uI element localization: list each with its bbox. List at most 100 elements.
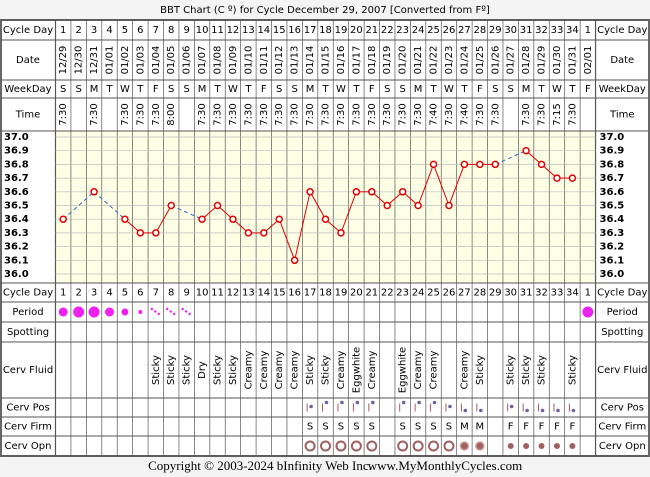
period-mark	[154, 310, 157, 313]
cycle-day: 18	[319, 288, 332, 299]
cerv-firm: S	[353, 422, 359, 433]
time: 7:30	[135, 103, 146, 125]
temp-point	[398, 188, 407, 196]
temp-point	[368, 188, 376, 196]
cycle-day: 14	[257, 25, 270, 36]
cerv-fluid: Sticky	[182, 355, 193, 385]
row-label: Period	[12, 307, 43, 318]
cycle-day: 5	[122, 288, 128, 299]
cycle-day: 13	[242, 25, 255, 36]
time: 7:30	[259, 103, 270, 125]
weekday: T	[213, 84, 221, 95]
period-mark	[181, 307, 184, 311]
cerv-pos-mark	[401, 400, 406, 405]
cycle-day: 20	[350, 25, 363, 36]
row-label: WeekDay	[599, 84, 646, 95]
date: 01/17	[351, 46, 362, 75]
cerv-firm: M	[476, 422, 485, 433]
temp-point	[290, 256, 299, 265]
weekday: S	[183, 84, 189, 95]
cerv-opn-mark	[335, 440, 347, 452]
weekday: W	[552, 84, 562, 95]
cycle-day: 19	[335, 25, 348, 36]
cerv-opn-mark	[412, 440, 424, 452]
cerv-firm: S	[415, 422, 421, 433]
weekday: S	[399, 84, 405, 95]
y-tick-label: 36.8	[600, 159, 625, 170]
cycle-day: 7	[153, 288, 159, 299]
cycle-day: 30	[504, 25, 517, 36]
period-mark	[157, 312, 160, 316]
temp-point	[491, 160, 500, 169]
y-tick-label: 36.2	[600, 242, 625, 253]
cerv-fluid: Sticky	[166, 355, 177, 385]
cerv-fluid: Sticky	[321, 355, 332, 385]
cerv-pos-mark	[509, 404, 514, 409]
y-tick-label: 36.9	[4, 146, 29, 157]
cerv-opn-mark	[428, 440, 440, 452]
cycle-day: 20	[350, 288, 363, 299]
weekday: M	[522, 84, 531, 95]
cerv-firm: F	[554, 422, 560, 433]
temp-point	[460, 160, 469, 169]
time: 7:30	[336, 103, 347, 125]
weekday: S	[75, 84, 81, 95]
row-label: Cycle Day	[597, 288, 647, 299]
y-tick-label: 36.4	[600, 214, 625, 225]
time: 7:30	[213, 103, 224, 125]
weekday: T	[537, 84, 545, 95]
weekday: S	[276, 84, 282, 95]
temp-point	[337, 229, 345, 237]
time: 7:40	[459, 103, 470, 125]
cycle-day: 33	[551, 25, 564, 36]
cerv-fluid: Sticky	[305, 355, 316, 385]
date: 01/13	[290, 46, 301, 75]
row-label: Spotting	[7, 327, 49, 338]
cycle-day: 32	[535, 25, 548, 36]
cerv-fluid: Sticky	[228, 355, 239, 385]
temp-point	[275, 215, 283, 223]
date: 01/03	[135, 46, 146, 75]
cycle-day: 16	[288, 25, 301, 36]
period-mark	[582, 306, 594, 318]
date: 01/25	[475, 46, 486, 75]
y-tick-label: 36.5	[4, 201, 29, 212]
y-tick-label: 36.9	[600, 146, 625, 157]
weekday: F	[153, 84, 159, 95]
time: 7:30	[197, 103, 208, 125]
cerv-fluid: Creamy	[259, 351, 270, 390]
temp-point	[198, 215, 206, 223]
cerv-opn-mark	[523, 443, 530, 449]
cerv-pos-mark	[525, 408, 529, 413]
weekday: M	[198, 84, 207, 95]
cycle-day: 24	[412, 288, 425, 299]
period-mark	[150, 307, 153, 311]
cycle-day: 34	[566, 288, 579, 299]
cycle-day: 34	[566, 25, 579, 36]
temp-point	[321, 215, 330, 223]
cerv-firm: F	[539, 422, 545, 433]
cerv-fluid: Eggwhite	[351, 347, 362, 393]
date: 01/29	[537, 46, 548, 75]
y-tick-label: 36.7	[600, 173, 625, 184]
time: 7:30	[321, 103, 332, 125]
weekday: W	[228, 84, 238, 95]
temp-point	[90, 188, 98, 196]
temp-point	[445, 201, 453, 210]
cerv-firm: M	[460, 422, 469, 433]
period-mark	[184, 310, 188, 313]
cerv-pos-mark	[324, 400, 329, 405]
period-mark	[105, 307, 115, 317]
cycle-day: 14	[257, 288, 270, 299]
date: 01/30	[552, 46, 563, 75]
time: 7:30	[305, 103, 316, 125]
period-mark	[88, 306, 100, 318]
cycle-day: 3	[91, 288, 97, 299]
cerv-firm: S	[399, 422, 405, 433]
cycle-day: 7	[153, 25, 159, 36]
time: 7:30	[120, 103, 131, 125]
period-mark	[121, 308, 129, 316]
weekday: M	[90, 84, 99, 95]
time: 7:30	[537, 103, 548, 125]
cerv-fluid: Creamy	[429, 351, 440, 390]
